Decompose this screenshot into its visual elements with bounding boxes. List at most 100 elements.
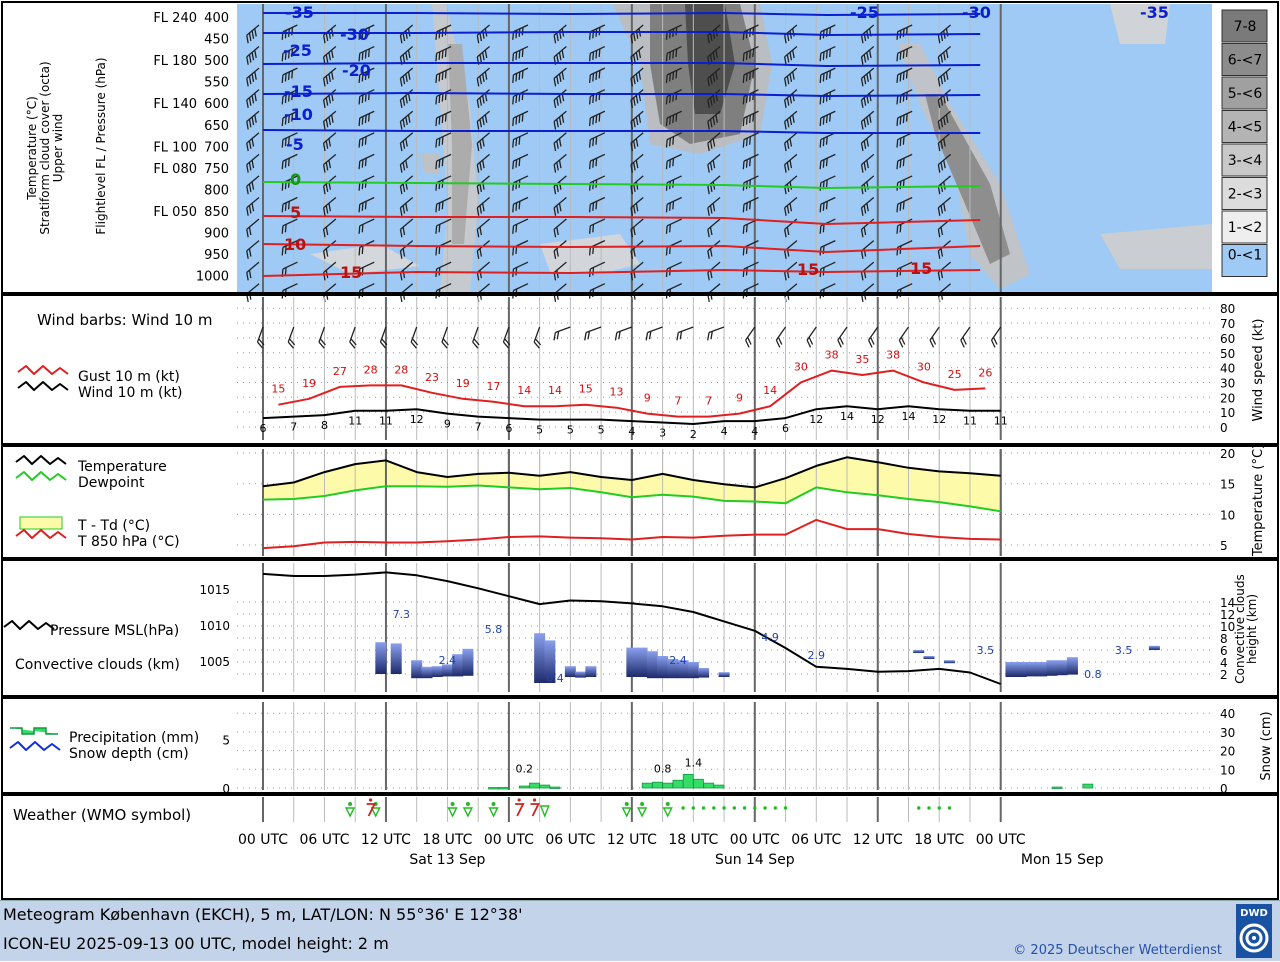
barb-feather (251, 95, 255, 104)
drizzle-dot (701, 806, 706, 810)
barb-feather (584, 332, 587, 341)
barb-staff (436, 110, 452, 119)
barb-staff (630, 132, 644, 144)
barb-feather (752, 48, 755, 57)
barb-feather (940, 97, 944, 106)
barb-feather (358, 247, 361, 256)
barb-staff (553, 24, 567, 36)
barb-feather (905, 113, 908, 122)
barb-feather (945, 49, 949, 59)
barb-feather (364, 71, 367, 81)
barb-feather (863, 140, 867, 149)
wind-barb (676, 326, 694, 341)
barb-staff (861, 175, 875, 187)
precip-label: 0.8 (654, 763, 672, 776)
barb-feather (402, 54, 406, 63)
barb-feather (281, 139, 284, 148)
barb-feather (745, 30, 748, 39)
upper-left-label: Temperature (°C) (25, 96, 39, 201)
barb-feather (866, 95, 869, 104)
height-ytick: 10 (1220, 620, 1235, 634)
wind-barb (553, 24, 567, 44)
barb-staff (707, 218, 721, 230)
barb-feather (512, 247, 515, 256)
wind-barb (281, 196, 298, 213)
barb-staff (282, 283, 298, 292)
wind-barb (379, 326, 388, 349)
barb-feather (479, 205, 483, 214)
barb-feather (896, 96, 899, 105)
barb-staff (820, 261, 836, 270)
convective-cloud-bar (636, 647, 648, 677)
wind-barb (441, 326, 449, 349)
barb-feather (361, 30, 364, 39)
barb-feather (707, 35, 710, 44)
barb-feather (438, 116, 441, 125)
barb-feather (476, 207, 480, 216)
wind-barb (476, 196, 490, 216)
pressure-level-label: 1000 (196, 270, 229, 285)
barb-feather (246, 186, 249, 195)
isotherm-label: 0 (290, 170, 301, 189)
barb-feather (325, 226, 329, 236)
barb-feather (672, 136, 675, 145)
barb-feather (992, 336, 998, 345)
wind-barb (246, 218, 260, 238)
barb-feather (789, 203, 793, 212)
drizzle-dot (732, 806, 737, 810)
barb-feather (328, 160, 332, 169)
barb-feather (745, 94, 748, 104)
wind-ytick: 40 (1220, 362, 1235, 376)
wind-barb (358, 153, 375, 170)
barb-staff (553, 218, 567, 230)
barb-feather (635, 181, 639, 190)
wind-barb (246, 24, 260, 44)
barb-feather (364, 158, 367, 167)
isotherm-label: -10 (284, 105, 313, 124)
barb-staff (436, 196, 452, 205)
barb-feather (444, 27, 447, 36)
barb-staff (476, 196, 490, 209)
barb-feather (749, 71, 751, 81)
barb-staff (359, 24, 375, 33)
barb-feather (407, 49, 411, 59)
flight-level-label: FL 080 (153, 162, 197, 177)
barb-feather (553, 250, 557, 259)
temp-ytick: 15 (1220, 478, 1235, 492)
barb-feather (712, 95, 716, 104)
barb-feather (472, 341, 479, 349)
wind-barb (665, 132, 682, 148)
wind-barb (707, 326, 725, 341)
gust-label: 28 (394, 363, 408, 376)
barb-feather (962, 336, 967, 345)
barb-feather (367, 113, 370, 122)
pressure-legend-icon (3, 620, 55, 630)
barb-staff (553, 261, 567, 273)
convective-cloud-bar (564, 666, 576, 677)
barb-feather (745, 267, 748, 276)
barb-feather (361, 94, 364, 104)
barb-feather (479, 76, 483, 85)
barb-feather (669, 116, 671, 125)
conv-label: 2.4 (439, 654, 457, 667)
wind-barb (819, 196, 836, 213)
cloud-legend-label: 3-<4 (1228, 153, 1263, 169)
barb-feather (829, 70, 832, 79)
isotherm-label: -25 (850, 3, 879, 22)
barb-feather (822, 73, 825, 82)
barb-feather (937, 78, 941, 87)
barb-feather (784, 250, 787, 259)
barb-feather (937, 207, 941, 216)
gust-label: 15 (271, 383, 285, 396)
barb-feather (829, 113, 832, 122)
barb-feather (789, 138, 793, 147)
barb-staff (820, 175, 836, 184)
barb-staff (897, 261, 913, 270)
barb-feather (482, 52, 485, 61)
barb-staff (476, 132, 490, 144)
barb-feather (504, 338, 511, 346)
barb-staff (590, 261, 606, 270)
barb-feather (328, 73, 332, 82)
footer-model: ICON-EU 2025-09-13 00 UTC, model height:… (3, 934, 389, 953)
barb-staff (937, 153, 952, 166)
